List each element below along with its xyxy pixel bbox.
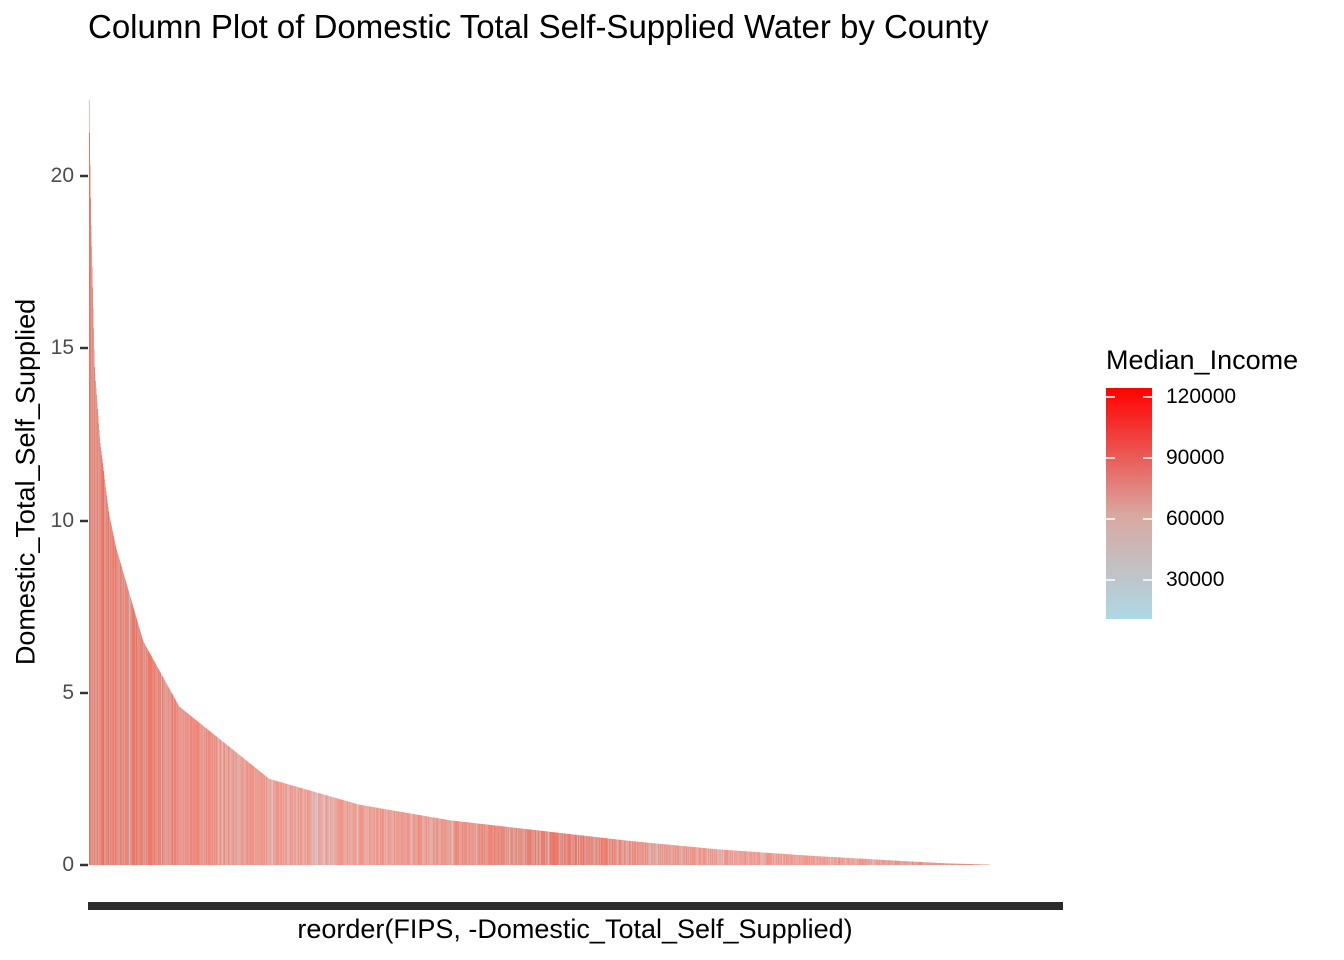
legend-tick-120000: 120000 [1166,385,1237,408]
y-axis-label: Domestic_Total_Self_Supplied [10,298,41,666]
y-tick-label-10: 10 [50,509,74,532]
x-axis-label: reorder(FIPS, -Domestic_Total_Self_Suppl… [297,914,853,944]
legend-title: Median_Income [1106,345,1299,375]
legend-ticks [1106,396,1152,581]
chart-title: Column Plot of Domestic Total Self-Suppl… [88,8,989,45]
x-axis-tick-band [88,902,1063,910]
y-tick-label-0: 0 [62,853,74,876]
bars-group [89,100,990,866]
legend-tick-90000: 90000 [1166,446,1225,469]
y-tick-label-5: 5 [62,681,74,704]
legend-tick-60000: 60000 [1166,507,1225,530]
y-tick-label-15: 15 [50,336,74,359]
y-tick-label-20: 20 [50,164,74,187]
legend-colorbar [1106,388,1152,619]
axes-group [80,174,1063,910]
legend-tick-30000: 30000 [1166,568,1225,591]
